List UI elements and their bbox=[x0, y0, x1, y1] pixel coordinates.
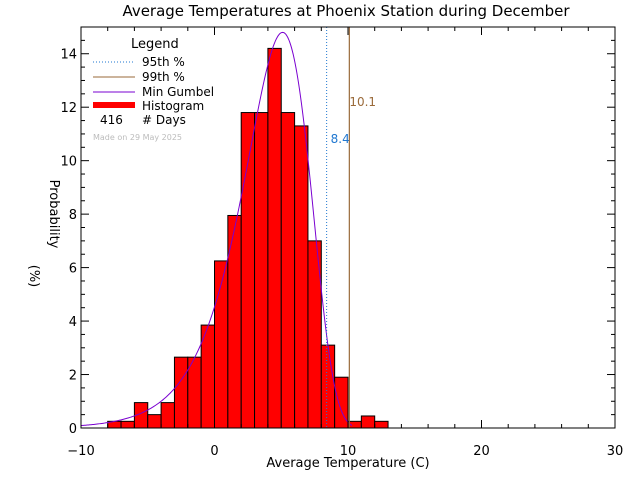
histogram-bar-19 bbox=[360, 415, 376, 429]
x-tick-label-3: 20 bbox=[473, 444, 490, 459]
histogram-bar-12 bbox=[267, 47, 282, 429]
legend-count-value: 416 bbox=[100, 113, 123, 127]
histogram-bar-20 bbox=[374, 420, 389, 429]
x-axis-ticks: −10 0 10 20 30 bbox=[67, 27, 623, 459]
legend-count-label: # Days bbox=[142, 113, 186, 127]
percentile-lines: 8.4 10.1 bbox=[326, 27, 376, 428]
gumbel-curve-layer bbox=[80, 31, 353, 427]
histogram-bar-16 bbox=[320, 344, 336, 429]
x-tick-label-4: 30 bbox=[607, 444, 624, 459]
histogram-bar-14 bbox=[294, 125, 309, 429]
legend-swatch-histogram bbox=[93, 102, 135, 108]
x-tick-label-1: 0 bbox=[210, 444, 218, 459]
y-tick-label-6: 12 bbox=[60, 101, 77, 116]
y-tick-label-1: 2 bbox=[69, 369, 77, 384]
y-tick-label-2: 4 bbox=[69, 315, 77, 330]
p99-label: 10.1 bbox=[349, 95, 376, 109]
x-tick-label-2: 10 bbox=[340, 444, 357, 459]
legend-label-p99: 99th % bbox=[142, 70, 185, 84]
histogram-bar-4 bbox=[160, 402, 175, 429]
histogram-bar-1 bbox=[120, 420, 135, 429]
legend: Legend 95th % 99th % Min Gumbel Histogra… bbox=[93, 37, 214, 142]
y-tick-label-3: 6 bbox=[69, 262, 77, 277]
y-tick-label-0: 0 bbox=[69, 422, 77, 437]
legend-title: Legend bbox=[131, 37, 179, 52]
histogram-bar-7 bbox=[200, 324, 215, 429]
histogram-bar-5 bbox=[173, 356, 189, 429]
histogram-bar-6 bbox=[187, 356, 202, 429]
y-axis-label: Probability bbox=[46, 180, 61, 249]
y-axis-ticks: 0 2 4 6 8 10 12 14 bbox=[60, 26, 615, 437]
x-tick-label-0: −10 bbox=[67, 444, 94, 459]
legend-label-histogram: Histogram bbox=[142, 99, 204, 113]
histogram-bar-11 bbox=[254, 112, 269, 429]
legend-label-p95: 95th % bbox=[142, 55, 185, 69]
x-axis-label: Average Temperature (C) bbox=[266, 456, 429, 471]
y-tick-label-4: 8 bbox=[69, 208, 77, 223]
histogram-bar-3 bbox=[147, 414, 162, 429]
y-tick-label-5: 10 bbox=[60, 155, 77, 170]
legend-label-gumbel: Min Gumbel bbox=[142, 85, 214, 99]
p95-label: 8.4 bbox=[331, 132, 350, 146]
histogram-bar-13 bbox=[280, 112, 296, 429]
y-axis-unit: (%) bbox=[26, 265, 41, 288]
y-tick-label-7: 14 bbox=[60, 48, 77, 63]
made-on-note: Made on 29 May 2025 bbox=[93, 133, 182, 142]
gumbel-curve bbox=[80, 31, 353, 427]
chart-title: Average Temperatures at Phoenix Station … bbox=[122, 2, 570, 20]
histogram-bars bbox=[107, 47, 389, 429]
